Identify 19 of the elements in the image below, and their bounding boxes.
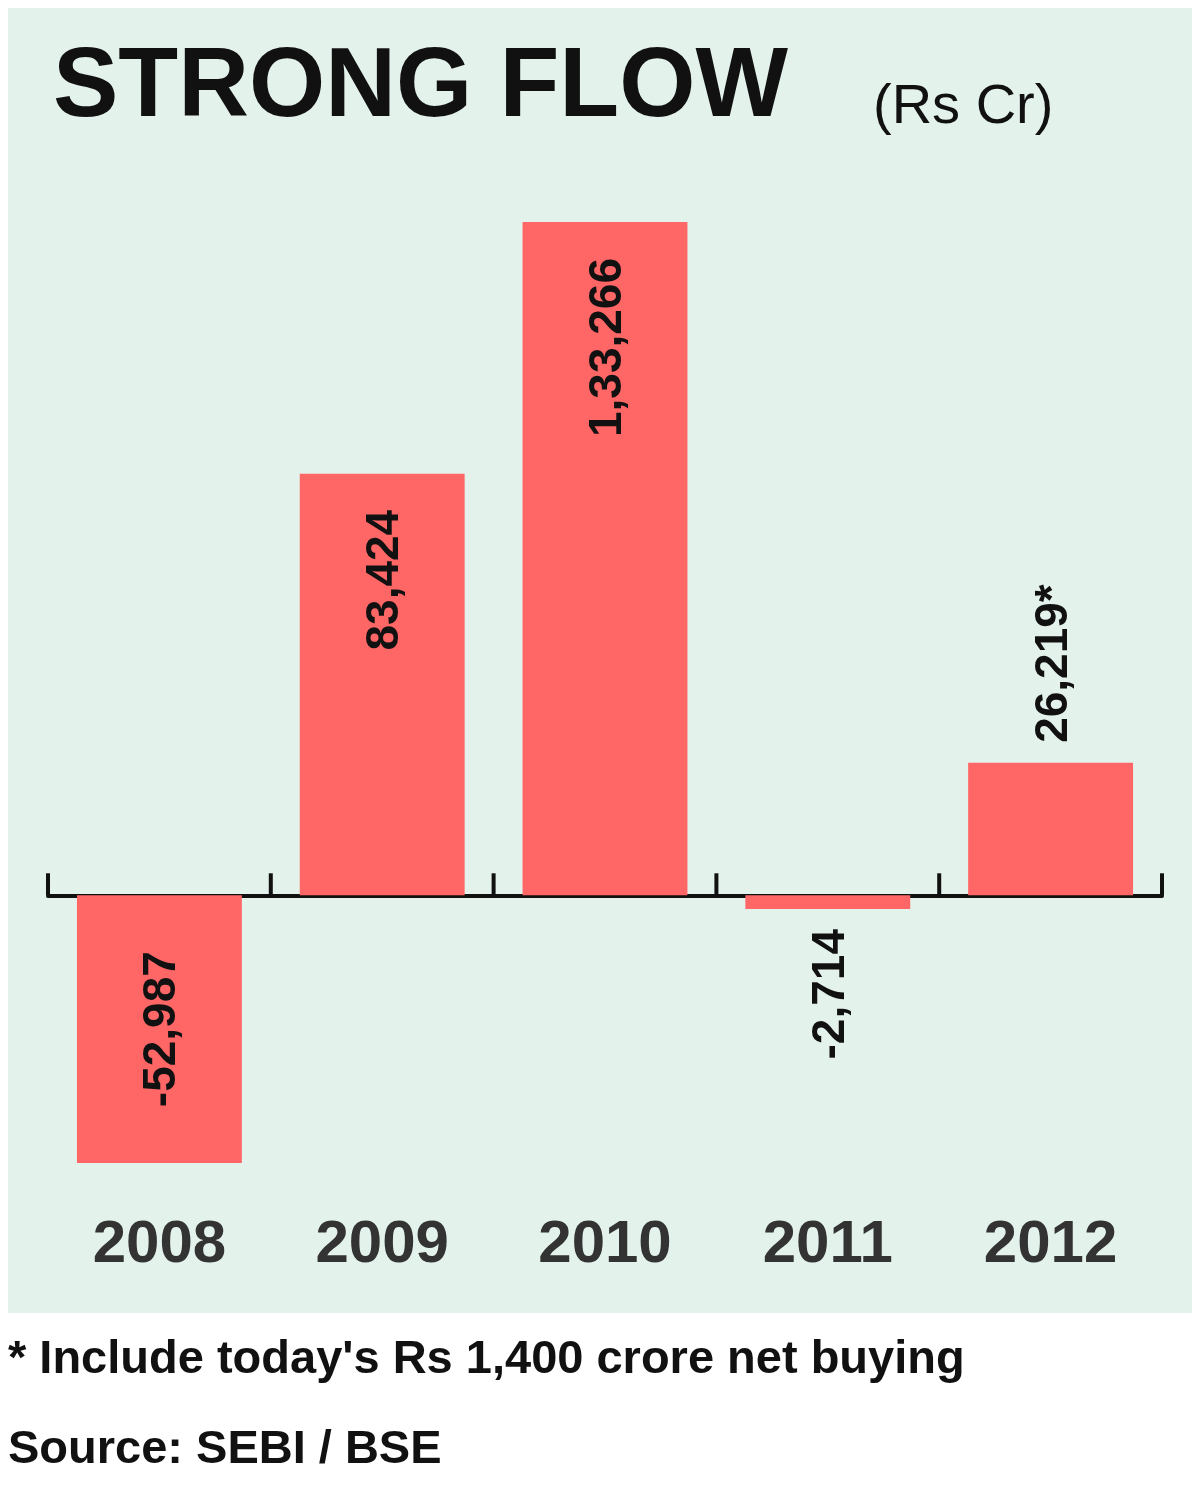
chart-subtitle: (Rs Cr) (873, 71, 1054, 135)
data-label: -52,987 (133, 951, 186, 1108)
x-tick-label: 2008 (92, 1207, 227, 1275)
bar (522, 222, 688, 896)
bar (745, 895, 911, 910)
source-note: Source: SEBI / BSE (8, 1420, 442, 1473)
text: * Include today's Rs 1,400 crore net buying (8, 1330, 965, 1383)
data-label: 26,219* (1024, 584, 1077, 743)
x-tick-label: 2009 (315, 1207, 449, 1275)
x-tick-label: 2012 (983, 1207, 1118, 1275)
x-tick-label: 2011 (762, 1207, 893, 1275)
bar (76, 895, 242, 1163)
bar (968, 762, 1134, 896)
data-label: 83,424 (356, 509, 409, 651)
chart-title: STRONG FLOW (53, 27, 789, 137)
bar (299, 473, 465, 896)
data-label: 1,33,266 (579, 258, 631, 438)
x-tick-label: 2010 (538, 1207, 672, 1275)
data-label: -2,714 (801, 928, 854, 1060)
